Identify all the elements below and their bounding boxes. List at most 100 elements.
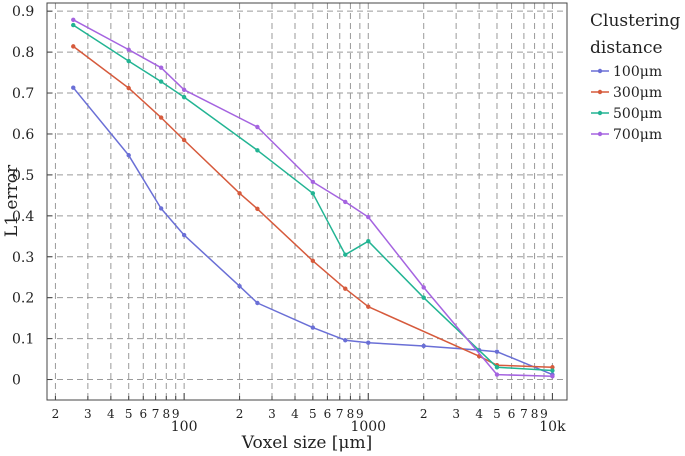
legend-swatch-marker <box>597 131 603 137</box>
series-layer <box>71 17 555 379</box>
data-point <box>366 239 371 244</box>
series-700μm <box>71 17 555 379</box>
data-point <box>71 17 76 22</box>
legend-entry-label: 100μm <box>613 64 662 80</box>
data-point <box>366 304 371 309</box>
legend-entry-label: 700μm <box>613 127 662 143</box>
x-tick-label: 5 <box>309 407 317 421</box>
x-tick-label: 9 <box>356 407 364 421</box>
data-point <box>158 79 164 84</box>
y-tick-label: 0.6 <box>12 127 34 143</box>
data-point <box>343 252 348 257</box>
data-point <box>181 94 187 100</box>
x-tick-label: 3 <box>84 407 92 421</box>
x-tick-label: 4 <box>475 407 483 421</box>
legend-entry-label: 500μm <box>613 106 662 122</box>
x-tick-label: 7 <box>520 407 528 421</box>
x-tick-label: 2 <box>236 407 244 421</box>
data-point <box>343 286 348 291</box>
data-point <box>126 85 131 91</box>
data-point <box>550 368 555 373</box>
data-point <box>181 232 187 238</box>
data-point <box>237 191 242 196</box>
data-point <box>310 325 316 330</box>
data-point <box>158 206 164 211</box>
y-tick-label: 0.7 <box>12 86 34 102</box>
x-tick-label: 4 <box>107 407 115 421</box>
data-point <box>343 338 348 343</box>
x-tick-label: 5 <box>493 407 501 421</box>
data-point <box>310 258 316 264</box>
y-tick-label: 0.1 <box>12 332 34 348</box>
data-point <box>71 22 76 28</box>
x-tick-label: 9 <box>172 407 180 421</box>
x-tick-label: 4 <box>291 407 299 421</box>
data-point <box>158 65 164 70</box>
data-point <box>550 365 555 370</box>
legend-swatch-marker <box>597 110 603 116</box>
data-point <box>181 137 187 143</box>
y-axis-ticks: 0 0.1 0.2 0.3 0.4 0.5 0.6 0.7 0.8 0.9 <box>12 4 52 389</box>
data-point <box>126 47 131 52</box>
legend-entry-label: 300μm <box>613 85 662 101</box>
data-point <box>366 340 371 345</box>
data-point <box>343 199 348 205</box>
series-500μm <box>71 22 555 373</box>
x-tick-label: 8 <box>531 407 539 421</box>
legend-swatch-marker <box>597 68 603 74</box>
data-point <box>366 214 371 220</box>
data-point <box>550 374 555 379</box>
x-tick-label: 5 <box>125 407 133 421</box>
x-tick-label: 10k <box>539 419 566 435</box>
legend: Clustering distance 100μm 300μm 500μm 700μm <box>590 11 681 143</box>
data-point <box>494 349 500 354</box>
x-tick-label: 2 <box>420 407 428 421</box>
data-point <box>421 343 426 349</box>
x-axis-label: Voxel size [μm] <box>241 433 372 453</box>
series-line <box>72 87 553 376</box>
y-tick-label: 0.5 <box>12 168 34 184</box>
x-tick-label: 6 <box>324 407 332 421</box>
x-tick-label: 9 <box>540 407 548 421</box>
x-tick-label: 6 <box>508 407 516 421</box>
legend-items: 100μm 300μm 500μm 700μm <box>591 64 662 143</box>
legend-title-line-2: distance <box>590 38 663 58</box>
y-tick-label: 0.8 <box>12 45 34 61</box>
y-tick-label: 0.4 <box>12 209 34 225</box>
x-tick-label: 7 <box>152 407 160 421</box>
x-tick-label: 3 <box>452 407 460 421</box>
x-tick-label: 3 <box>268 407 276 421</box>
y-axis-label: L1 error <box>2 164 22 237</box>
data-point <box>310 179 316 185</box>
data-point <box>255 300 260 306</box>
data-point <box>255 148 260 153</box>
data-point <box>255 124 260 130</box>
data-point <box>255 206 260 212</box>
x-tick-label: 1000 <box>350 419 386 435</box>
data-point <box>71 44 76 49</box>
x-tick-label: 8 <box>347 407 355 421</box>
data-point <box>310 191 316 196</box>
data-point <box>126 153 131 158</box>
y-tick-label: 0.3 <box>12 250 34 266</box>
x-tick-label: 7 <box>336 407 344 421</box>
data-point <box>71 85 76 90</box>
plot-frame <box>46 2 568 401</box>
data-point <box>237 284 242 289</box>
x-tick-label: 6 <box>139 407 147 421</box>
y-tick-label: 0.2 <box>12 291 34 307</box>
x-tick-label: 100 <box>171 419 198 435</box>
y-tick-label: 0 <box>12 373 21 389</box>
data-point <box>494 372 500 377</box>
y-tick-label: 0.9 <box>12 4 34 20</box>
x-tick-label: 2 <box>52 407 60 421</box>
data-point <box>181 87 187 92</box>
data-point <box>494 365 500 370</box>
data-point <box>421 295 426 300</box>
data-point <box>421 285 426 290</box>
x-tick-label: 8 <box>162 407 170 421</box>
legend-swatch-marker <box>597 89 603 95</box>
grid-lines <box>47 3 567 400</box>
